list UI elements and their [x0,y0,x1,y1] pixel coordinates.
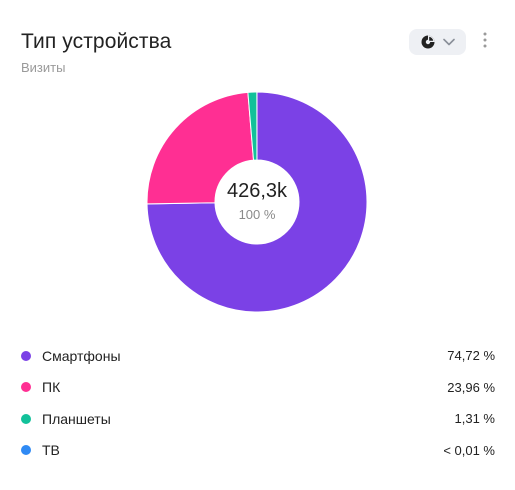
legend-item-pc[interactable]: ПК 23,96 % [21,372,495,404]
legend-dot [21,350,31,361]
chart-type-selector[interactable] [409,29,466,55]
legend-label: Смартфоны [42,347,121,364]
legend-dot [21,382,31,393]
donut-svg [146,91,368,313]
slice-2[interactable] [146,91,255,205]
legend-item-tv[interactable]: ТВ < 0,01 % [21,435,495,467]
pie-chart-icon [421,35,435,49]
more-vertical-icon [483,32,487,53]
total-value: 426,3k [226,180,288,202]
legend-label: ПК [42,379,61,396]
widget-title: Тип устройства [21,30,172,53]
donut-chart: 426,3k 100 % [146,91,368,313]
chevron-down-icon [442,38,455,46]
legend-label: ТВ [42,442,60,459]
legend-value: 74,72 % [447,348,495,364]
legend-value: 23,96 % [447,379,495,395]
legend-dot [21,445,31,456]
more-options-button[interactable] [476,30,494,54]
legend-item-tablets[interactable]: Планшеты 1,31 % [21,403,495,435]
legend-value: 1,31 % [454,411,495,427]
legend-label: Планшеты [42,410,111,427]
legend-value: < 0,01 % [443,442,495,458]
legend-item-smartphones[interactable]: Смартфоны 74,72 % [21,340,495,372]
total-percent: 100 % [238,207,276,222]
widget-subtitle: Визиты [21,60,66,75]
slice-1[interactable] [146,91,368,313]
legend: Смартфоны 74,72 % ПК 23,96 % Планшеты 1,… [21,340,495,466]
legend-dot [21,413,31,424]
